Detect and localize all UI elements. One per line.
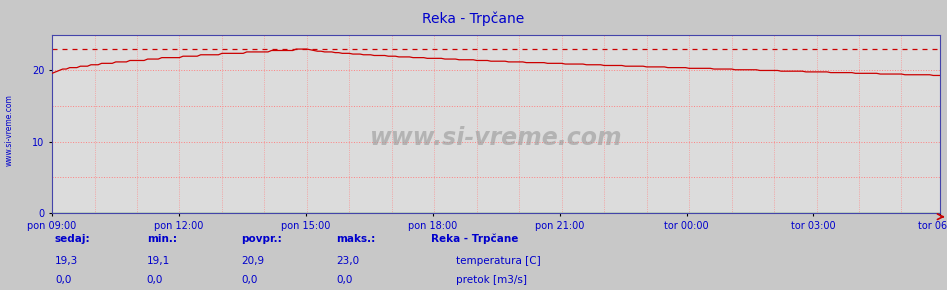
Text: sedaj:: sedaj: bbox=[55, 234, 91, 244]
Text: 20,9: 20,9 bbox=[241, 256, 264, 266]
Text: Reka - Trpčane: Reka - Trpčane bbox=[431, 234, 518, 244]
Text: temperatura [C]: temperatura [C] bbox=[456, 256, 540, 266]
Text: 23,0: 23,0 bbox=[336, 256, 359, 266]
Text: www.si-vreme.com: www.si-vreme.com bbox=[5, 95, 14, 166]
Text: povpr.:: povpr.: bbox=[241, 234, 282, 244]
Text: 19,3: 19,3 bbox=[55, 256, 79, 266]
Text: 0,0: 0,0 bbox=[336, 275, 352, 285]
Text: min.:: min.: bbox=[147, 234, 177, 244]
Text: www.si-vreme.com: www.si-vreme.com bbox=[370, 126, 622, 150]
Text: 0,0: 0,0 bbox=[241, 275, 258, 285]
Text: 0,0: 0,0 bbox=[147, 275, 163, 285]
Text: maks.:: maks.: bbox=[336, 234, 375, 244]
Text: 0,0: 0,0 bbox=[55, 275, 71, 285]
Text: 19,1: 19,1 bbox=[147, 256, 170, 266]
Text: Reka - Trpčane: Reka - Trpčane bbox=[422, 12, 525, 26]
Text: pretok [m3/s]: pretok [m3/s] bbox=[456, 275, 527, 285]
